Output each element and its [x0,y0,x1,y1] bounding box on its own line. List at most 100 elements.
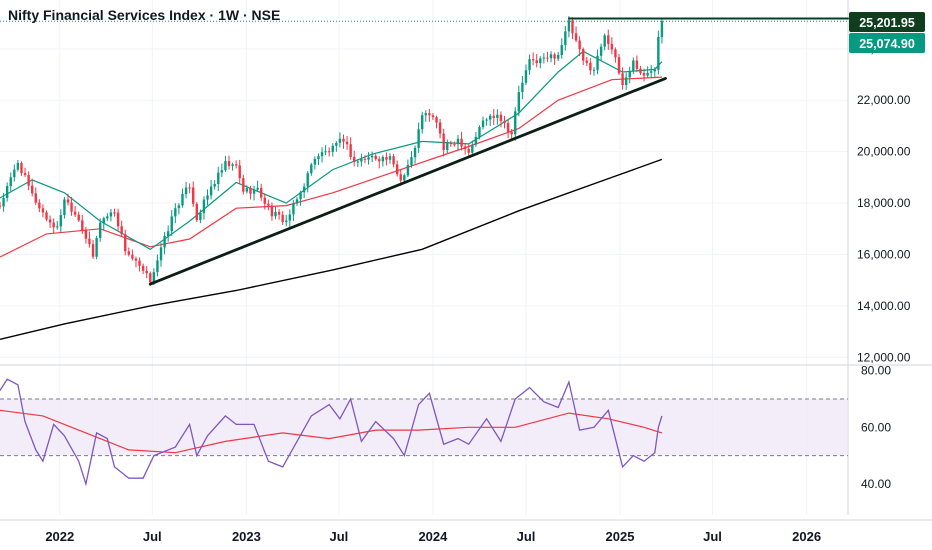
candle-up [549,54,553,59]
candle-down [41,208,45,213]
candle-down [342,138,345,142]
candle-down [578,40,581,50]
candle-up [424,113,427,116]
candle-up [367,157,370,160]
support-trendline [148,76,667,286]
candle-down [131,254,134,259]
price-tick-label: 16,000.00 [857,248,911,262]
candle-up [403,175,406,181]
short-moving-average-line [0,50,663,251]
mid-moving-average-line [0,76,662,258]
candle-up [106,216,109,219]
candle-up [478,127,481,137]
candle-down [374,155,377,160]
last-price-label: 25,074.90 [859,37,915,51]
candle-up [152,272,156,283]
candle-up [98,222,102,238]
candle-up [2,197,5,207]
candle-down [0,205,2,207]
time-tick-label: 2025 [606,529,635,544]
candle-up [331,145,334,152]
candle-down [399,174,402,181]
candle-down [234,164,238,166]
candle-down [635,60,639,69]
moving-averages [0,50,663,340]
candle-up [446,142,449,151]
candle-down [506,122,510,132]
candle-up [206,195,209,200]
candle-up [163,236,166,248]
candle-down [435,117,438,123]
candle-down [70,202,73,212]
candle-up [481,120,485,128]
candle-up [485,119,488,121]
time-tick-label: 2022 [45,529,74,544]
candle-down [449,142,453,145]
candle-down [116,212,120,227]
candle-up [9,177,12,187]
candle-up [177,205,181,209]
candle-down [88,238,91,245]
candle-up [539,58,542,64]
price-tick-label: 22,000.00 [857,93,911,107]
time-tick-label: Jul [517,529,536,544]
candle-down [363,158,367,160]
candle-up [292,203,295,215]
candle-up [59,215,63,227]
candle-up [231,164,234,166]
rsi-lines [0,378,663,487]
candle-down [503,120,506,123]
candle-down [124,234,127,252]
candle-up [245,188,249,192]
candle-down [463,146,467,149]
candle-down [589,62,592,71]
candle-down [582,49,585,61]
candle-up [252,189,256,194]
axes: 24,000.0022,000.0020,000.0018,000.0016,0… [45,42,910,544]
candle-up [320,152,324,157]
candle-up [603,35,606,47]
candle-down [353,156,356,162]
candle-down [442,133,445,151]
candle-up [596,55,599,70]
candle-down [138,260,141,266]
candle-down [467,148,470,153]
high-price-label: 25,201.95 [859,16,915,30]
candle-down [20,162,23,174]
candle-down [52,222,55,228]
candle-up [166,231,170,237]
rsi-line [0,378,663,487]
candle-down [553,54,556,59]
candle-down [492,115,495,118]
time-tick-label: 2026 [792,529,821,544]
candle-up [174,208,177,217]
candle-down [120,226,123,235]
candle-down [145,270,148,274]
price-tick-label: 12,000.00 [857,350,911,364]
candle-up [410,157,413,165]
candle-up [542,57,546,59]
candle-up [388,156,392,160]
candle-up [421,115,424,130]
rsi-tick-label: 60.00 [861,420,891,434]
candle-up [564,31,567,46]
candle-down [188,187,191,189]
candle-down [385,157,388,160]
chart-title: Nifty Financial Services Index · 1W · NS… [8,7,280,23]
candle-down [574,33,578,41]
candle-down [134,258,138,261]
candle-down [610,43,614,50]
candle-down [621,73,624,85]
candle-up [109,212,113,217]
candle-down [249,188,252,194]
candle-down [27,175,30,186]
candle-up [184,187,188,194]
time-tick-label: 2023 [232,529,261,544]
candle-up [256,187,259,190]
candle-down [546,57,549,59]
candle-down [127,251,131,255]
candle-up [413,147,417,158]
candle-down [438,122,442,134]
candle-down [510,131,513,135]
